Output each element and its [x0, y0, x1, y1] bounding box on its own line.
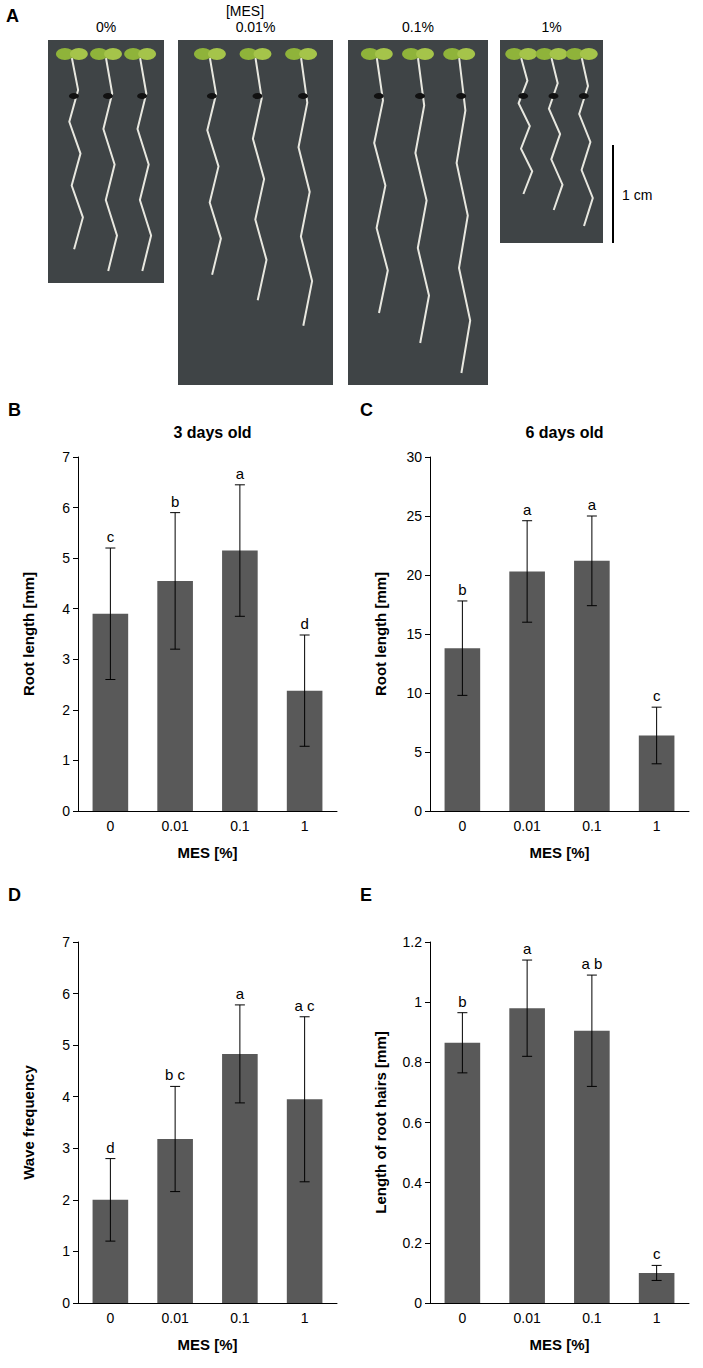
svg-text:0.4: 0.4 [403, 1175, 423, 1191]
svg-text:2: 2 [62, 1192, 70, 1208]
svg-text:0%: 0% [96, 19, 116, 35]
svg-text:2: 2 [62, 702, 70, 718]
svg-text:0: 0 [62, 803, 70, 819]
svg-text:MES [%]: MES [%] [530, 1336, 590, 1353]
svg-text:3: 3 [62, 651, 70, 667]
svg-text:D: D [8, 885, 21, 905]
svg-text:1%: 1% [541, 19, 561, 35]
svg-text:[MES]: [MES] [226, 3, 264, 19]
svg-text:7: 7 [62, 934, 70, 950]
svg-text:a: a [588, 496, 597, 513]
svg-text:10: 10 [406, 685, 422, 701]
svg-text:30: 30 [406, 449, 422, 465]
svg-text:0: 0 [106, 818, 114, 834]
svg-text:1: 1 [653, 818, 661, 834]
svg-text:a c: a c [295, 997, 316, 1014]
svg-text:b: b [171, 493, 179, 510]
svg-text:0.2: 0.2 [403, 1235, 423, 1251]
svg-text:0.8: 0.8 [403, 1054, 423, 1070]
svg-text:Wave frequency: Wave frequency [20, 1065, 37, 1180]
svg-text:MES [%]: MES [%] [178, 1336, 238, 1353]
svg-text:a: a [523, 940, 532, 957]
svg-text:B: B [8, 400, 21, 420]
svg-text:1: 1 [62, 752, 70, 768]
svg-text:c: c [107, 528, 115, 545]
svg-text:0: 0 [106, 1310, 114, 1326]
svg-text:5: 5 [414, 744, 422, 760]
svg-text:6: 6 [62, 986, 70, 1002]
svg-text:1: 1 [414, 994, 422, 1010]
svg-text:25: 25 [406, 508, 422, 524]
svg-text:1: 1 [301, 1310, 309, 1326]
svg-text:d: d [106, 1139, 114, 1156]
svg-text:E: E [360, 885, 372, 905]
svg-text:5: 5 [62, 550, 70, 566]
svg-text:4: 4 [62, 601, 70, 617]
svg-text:0.01: 0.01 [514, 818, 541, 834]
svg-text:a: a [523, 501, 532, 518]
svg-text:1: 1 [301, 818, 309, 834]
svg-text:1.2: 1.2 [403, 934, 423, 950]
svg-text:MES [%]: MES [%] [530, 844, 590, 861]
svg-text:Length of root hairs [mm]: Length of root hairs [mm] [372, 1031, 389, 1214]
svg-text:A: A [6, 6, 19, 26]
svg-text:0: 0 [414, 1295, 422, 1311]
svg-text:15: 15 [406, 626, 422, 642]
svg-text:3: 3 [62, 1140, 70, 1156]
svg-text:0.1: 0.1 [582, 1310, 602, 1326]
svg-text:4: 4 [62, 1089, 70, 1105]
svg-text:c: c [653, 687, 661, 704]
svg-text:0: 0 [414, 803, 422, 819]
svg-text:a: a [236, 465, 245, 482]
svg-text:a b: a b [581, 955, 602, 972]
svg-text:c: c [653, 1245, 661, 1262]
svg-text:Root length [mm]: Root length [mm] [20, 572, 37, 696]
svg-text:20: 20 [406, 567, 422, 583]
svg-text:1: 1 [653, 1310, 661, 1326]
svg-text:a: a [236, 985, 245, 1002]
svg-text:0.1%: 0.1% [402, 19, 434, 35]
svg-text:0.01: 0.01 [514, 1310, 541, 1326]
svg-text:0: 0 [62, 1295, 70, 1311]
svg-text:b c: b c [165, 1066, 186, 1083]
svg-text:0: 0 [458, 1310, 466, 1326]
svg-text:1: 1 [62, 1243, 70, 1259]
svg-text:0.1: 0.1 [230, 1310, 250, 1326]
svg-text:MES [%]: MES [%] [178, 844, 238, 861]
svg-text:0: 0 [458, 818, 466, 834]
svg-text:0.01: 0.01 [162, 1310, 189, 1326]
svg-text:0.6: 0.6 [403, 1115, 423, 1131]
svg-text:0.01%: 0.01% [236, 19, 276, 35]
svg-text:d: d [300, 615, 308, 632]
svg-text:1 cm: 1 cm [622, 187, 652, 203]
svg-text:0.01: 0.01 [162, 818, 189, 834]
svg-text:7: 7 [62, 449, 70, 465]
svg-text:b: b [458, 581, 466, 598]
svg-text:0.1: 0.1 [582, 818, 602, 834]
svg-text:C: C [360, 400, 373, 420]
svg-text:5: 5 [62, 1037, 70, 1053]
svg-text:Root length [mm]: Root length [mm] [372, 572, 389, 696]
svg-text:b: b [458, 993, 466, 1010]
svg-text:0.1: 0.1 [230, 818, 250, 834]
svg-text:3 days old: 3 days old [173, 424, 251, 441]
svg-text:6 days old: 6 days old [525, 424, 603, 441]
svg-text:6: 6 [62, 500, 70, 516]
